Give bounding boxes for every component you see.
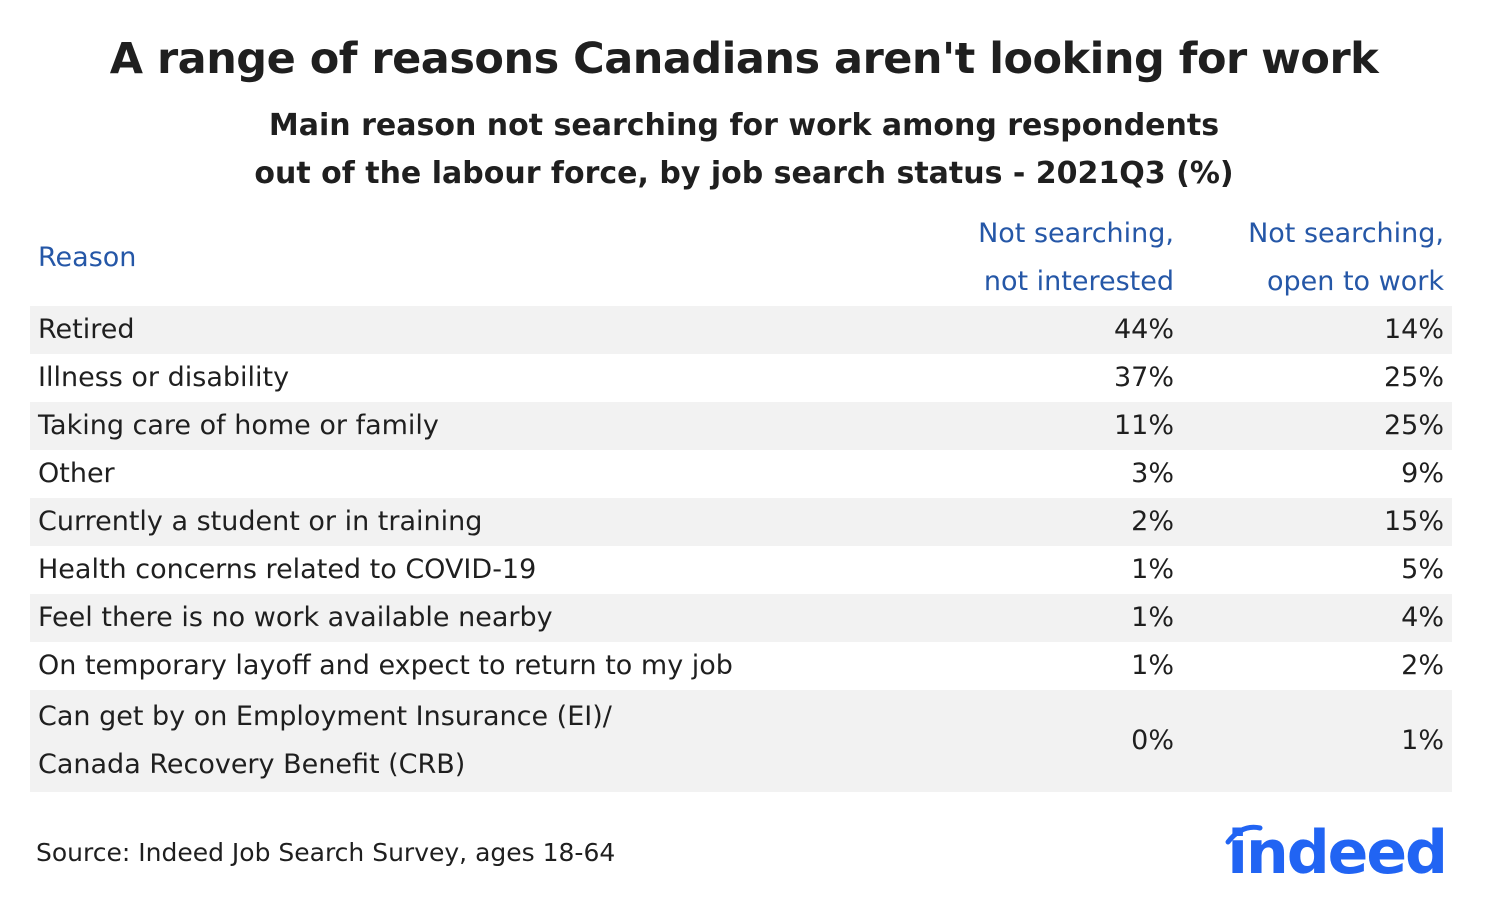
header-open-to-work-line-1: Not searching, (1248, 218, 1444, 249)
cell-reason-line: Illness or disability (38, 362, 290, 393)
cell-reason-line: Feel there is no work available nearby (38, 602, 553, 633)
cell-open-to-work: 2% (1401, 650, 1444, 681)
cell-not-interested: 1% (906, 594, 1182, 642)
cell-not-interested: 2% (906, 498, 1182, 546)
cell-reason-line: Can get by on Employment Insurance (EI)/ (38, 701, 612, 732)
header-not-interested-line-2: not interested (983, 266, 1174, 297)
table-header-row: Reason Not searching, not interested Not… (30, 210, 1452, 306)
indeed-logo: indeed (1227, 818, 1448, 888)
cell-open-to-work: 14% (1182, 306, 1452, 354)
table-row: Health concerns related to COVID-19 1% 5% (30, 546, 1452, 594)
table-row: Retired 44% 14% (30, 306, 1452, 354)
cell-open-to-work: 1% (1182, 690, 1452, 792)
table-row: Illness or disability 37% 25% (30, 354, 1452, 402)
cell-reason: Other (30, 450, 906, 498)
header-not-interested-line-1: Not searching, (978, 218, 1174, 249)
cell-reason: On temporary layoff and expect to return… (30, 642, 906, 690)
table-row: Currently a student or in training 2% 15% (30, 498, 1452, 546)
cell-reason: Health concerns related to COVID-19 (30, 546, 906, 594)
cell-reason: Feel there is no work available nearby (30, 594, 906, 642)
cell-open-to-work: 4% (1182, 594, 1452, 642)
cell-not-interested: 37% (1113, 362, 1174, 393)
chart-title: A range of reasons Canadians aren't look… (109, 34, 1379, 84)
subtitle-line-2: out of the labour force, by job search s… (254, 156, 1234, 191)
cell-reason: Can get by on Employment Insurance (EI)/… (30, 690, 906, 792)
subtitle-line-1: Main reason not searching for work among… (268, 108, 1220, 143)
table-row: Other 3% 9% (30, 450, 1452, 498)
table-row: On temporary layoff and expect to return… (30, 642, 1452, 690)
cell-reason-line: Canada Recovery Benefit (CRB) (38, 749, 466, 780)
cell-not-interested: 3% (1131, 458, 1174, 489)
cell-open-to-work: 5% (1401, 554, 1444, 585)
source-note: Source: Indeed Job Search Survey, ages 1… (36, 838, 616, 867)
table-row: Taking care of home or family 11% 25% (30, 402, 1452, 450)
indeed-logo-arc (1225, 824, 1263, 845)
cell-open-to-work: 9% (1401, 458, 1444, 489)
cell-reason: Currently a student or in training (30, 498, 906, 546)
cell-reason-line: Other (38, 458, 115, 489)
header-reason: Reason (38, 242, 137, 273)
header-open-to-work-line-2: open to work (1267, 266, 1444, 297)
cell-reason: Retired (30, 306, 906, 354)
cell-reason-line: Retired (38, 314, 135, 345)
header-not-interested: Not searching, not interested (906, 210, 1182, 306)
table-row: Can get by on Employment Insurance (EI)/… (30, 690, 1452, 792)
cell-open-to-work: 15% (1182, 498, 1452, 546)
cell-not-interested: 1% (1131, 554, 1174, 585)
cell-reason: Illness or disability (30, 354, 906, 402)
table-row: Feel there is no work available nearby 1%… (30, 594, 1452, 642)
reasons-table: Reason Not searching, not interested Not… (30, 210, 1452, 792)
cell-reason-line: Taking care of home or family (38, 410, 439, 441)
cell-open-to-work: 25% (1383, 362, 1444, 393)
cell-open-to-work: 25% (1182, 402, 1452, 450)
cell-not-interested: 11% (906, 402, 1182, 450)
cell-not-interested: 1% (1131, 650, 1174, 681)
cell-reason: Taking care of home or family (30, 402, 906, 450)
cell-reason-line: On temporary layoff and expect to return… (38, 650, 733, 681)
cell-not-interested: 44% (906, 306, 1182, 354)
header-open-to-work: Not searching, open to work (1182, 210, 1452, 306)
cell-not-interested: 0% (906, 690, 1182, 792)
table-body: Retired 44% 14% Illness or disability 37% 25%… (30, 306, 1452, 792)
cell-reason-line: Health concerns related to COVID-19 (38, 554, 537, 585)
chart-subtitle: Main reason not searching for work among… (0, 102, 1488, 198)
cell-reason-line: Currently a student or in training (38, 506, 483, 537)
